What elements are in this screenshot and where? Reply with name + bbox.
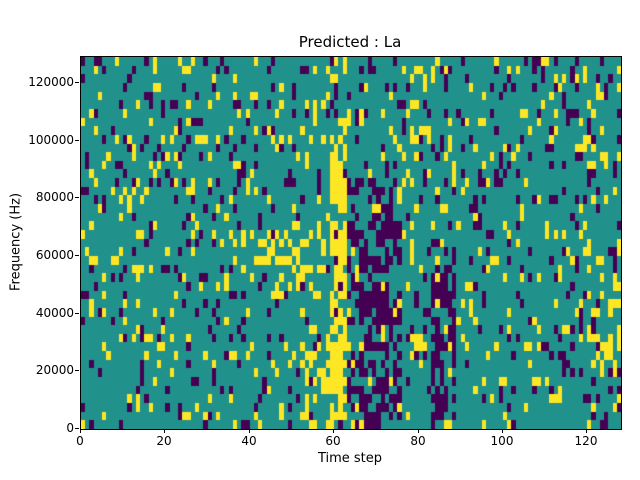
y-axis-label: Frequency (Hz): [8, 192, 24, 292]
x-tick-mark: [502, 429, 503, 433]
y-tick-mark: [75, 313, 79, 314]
x-tick-label: 80: [410, 434, 426, 448]
y-tick-label: 60000: [35, 248, 74, 262]
y-tick-mark: [75, 255, 79, 256]
y-tick-label: 80000: [35, 190, 74, 204]
plot-area: [80, 56, 622, 430]
chart-title: Predicted : La: [298, 33, 402, 51]
x-tick-label: 120: [574, 434, 598, 448]
x-tick-mark: [418, 429, 419, 433]
y-tick-label: 20000: [35, 363, 74, 377]
x-tick-mark: [249, 429, 250, 433]
y-tick-mark: [75, 370, 79, 371]
x-tick-label: 40: [241, 434, 257, 448]
y-tick-mark: [75, 82, 79, 83]
x-tick-label: 100: [490, 434, 514, 448]
x-tick-mark: [80, 429, 81, 433]
x-tick-label: 20: [156, 434, 172, 448]
x-tick-mark: [164, 429, 165, 433]
x-tick-label: 0: [76, 434, 84, 448]
y-tick-label: 40000: [35, 306, 74, 320]
y-tick-label: 0: [66, 421, 74, 435]
y-tick-label: 120000: [28, 75, 74, 89]
x-tick-mark: [586, 429, 587, 433]
heatmap-canvas: [81, 57, 621, 429]
y-tick-mark: [75, 428, 79, 429]
y-tick-mark: [75, 197, 79, 198]
y-tick-label: 100000: [28, 133, 74, 147]
x-tick-mark: [333, 429, 334, 433]
x-tick-label: 60: [325, 434, 341, 448]
x-axis-label: Time step: [317, 451, 383, 466]
y-tick-mark: [75, 140, 79, 141]
